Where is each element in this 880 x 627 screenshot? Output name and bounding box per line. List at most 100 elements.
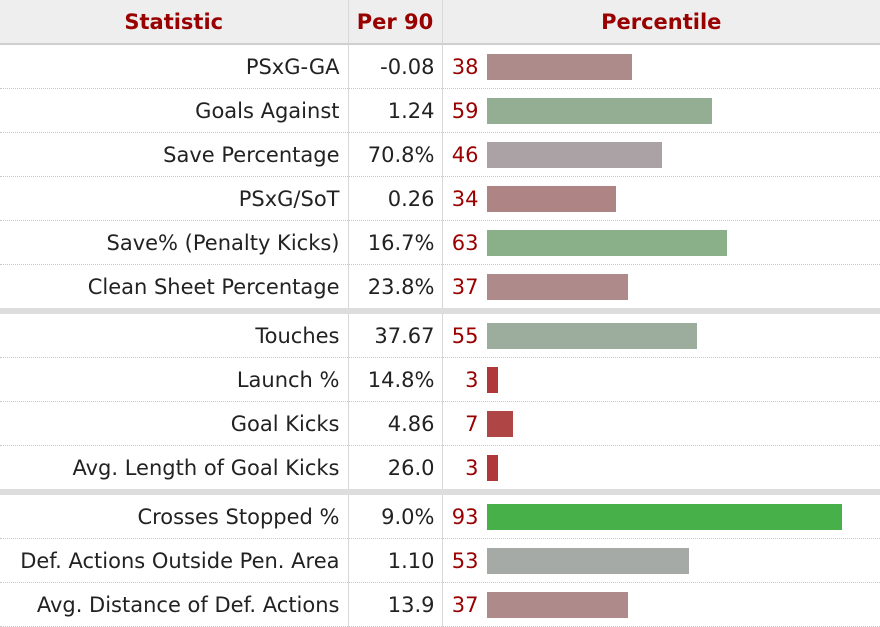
percentile-wrap: 3 — [443, 446, 880, 489]
percentile-wrap: 3 — [443, 358, 880, 401]
percentile-cell: 38 — [442, 44, 880, 89]
percentile-wrap: 93 — [443, 495, 880, 538]
per90-value: 4.86 — [348, 402, 442, 446]
per90-value: 1.10 — [348, 539, 442, 583]
per90-value: 0.26 — [348, 177, 442, 221]
percentile-bar — [487, 230, 728, 256]
percentile-cell: 34 — [442, 177, 880, 221]
stat-name: Goal Kicks — [0, 402, 348, 446]
percentile-track — [487, 455, 880, 481]
percentile-track — [487, 230, 880, 256]
table-header: Statistic Per 90 Percentile — [0, 0, 880, 44]
header-per90[interactable]: Per 90 — [348, 0, 442, 44]
percentile-value: 53 — [443, 549, 487, 573]
percentile-bar — [487, 274, 628, 300]
percentile-value: 37 — [443, 275, 487, 299]
percentile-value: 34 — [443, 187, 487, 211]
percentile-track — [487, 411, 880, 437]
percentile-track — [487, 54, 880, 80]
percentile-wrap: 46 — [443, 133, 880, 176]
percentile-track — [487, 323, 880, 349]
percentile-wrap: 37 — [443, 583, 880, 626]
percentile-value: 7 — [443, 412, 487, 436]
stat-name: Save Percentage — [0, 133, 348, 177]
percentile-value: 63 — [443, 231, 487, 255]
percentile-track — [487, 98, 880, 124]
per90-value: 26.0 — [348, 446, 442, 493]
stat-name: Crosses Stopped % — [0, 492, 348, 539]
percentile-value: 38 — [443, 55, 487, 79]
percentile-wrap: 7 — [443, 402, 880, 445]
percentile-value: 3 — [443, 368, 487, 392]
percentile-value: 59 — [443, 99, 487, 123]
percentile-bar — [487, 142, 663, 168]
per90-value: 9.0% — [348, 492, 442, 539]
stat-name: Launch % — [0, 358, 348, 402]
table-row: Crosses Stopped %9.0%93 — [0, 492, 880, 539]
stat-name: Avg. Length of Goal Kicks — [0, 446, 348, 493]
percentile-track — [487, 274, 880, 300]
percentile-wrap: 59 — [443, 89, 880, 132]
percentile-wrap: 34 — [443, 177, 880, 220]
percentile-bar — [487, 323, 697, 349]
stat-name: Save% (Penalty Kicks) — [0, 221, 348, 265]
table-row: Launch %14.8%3 — [0, 358, 880, 402]
header-statistic[interactable]: Statistic — [0, 0, 348, 44]
percentile-cell: 3 — [442, 446, 880, 493]
stat-name: Def. Actions Outside Pen. Area — [0, 539, 348, 583]
per90-value: -0.08 — [348, 44, 442, 89]
percentile-value: 46 — [443, 143, 487, 167]
percentile-track — [487, 504, 880, 530]
percentile-bar — [487, 98, 712, 124]
percentile-wrap: 37 — [443, 265, 880, 308]
header-percentile[interactable]: Percentile — [442, 0, 880, 44]
per90-value: 70.8% — [348, 133, 442, 177]
table-row: Save% (Penalty Kicks)16.7%63 — [0, 221, 880, 265]
percentile-value: 3 — [443, 456, 487, 480]
percentile-bar — [487, 54, 632, 80]
percentile-value: 55 — [443, 324, 487, 348]
header-row: Statistic Per 90 Percentile — [0, 0, 880, 44]
percentile-bar — [487, 548, 689, 574]
percentile-track — [487, 142, 880, 168]
percentile-bar — [487, 504, 842, 530]
percentile-track — [487, 548, 880, 574]
percentile-track — [487, 367, 880, 393]
stat-name: PSxG-GA — [0, 44, 348, 89]
percentile-wrap: 55 — [443, 314, 880, 357]
percentile-cell: 63 — [442, 221, 880, 265]
percentile-bar — [487, 411, 514, 437]
per90-value: 13.9 — [348, 583, 442, 627]
stat-name: Clean Sheet Percentage — [0, 265, 348, 312]
percentile-cell: 3 — [442, 358, 880, 402]
percentile-bar — [487, 592, 628, 618]
per90-value: 16.7% — [348, 221, 442, 265]
stat-name: Avg. Distance of Def. Actions — [0, 583, 348, 627]
stat-name: Touches — [0, 311, 348, 358]
per90-value: 37.67 — [348, 311, 442, 358]
percentile-cell: 53 — [442, 539, 880, 583]
stat-name: Goals Against — [0, 89, 348, 133]
percentile-cell: 7 — [442, 402, 880, 446]
percentile-wrap: 38 — [443, 45, 880, 88]
percentile-cell: 37 — [442, 583, 880, 627]
per90-value: 14.8% — [348, 358, 442, 402]
percentile-wrap: 53 — [443, 539, 880, 582]
percentile-track — [487, 186, 880, 212]
percentile-cell: 55 — [442, 311, 880, 358]
stat-name: PSxG/SoT — [0, 177, 348, 221]
percentile-cell: 59 — [442, 89, 880, 133]
per90-value: 1.24 — [348, 89, 442, 133]
percentile-bar — [487, 367, 498, 393]
percentile-bar — [487, 455, 498, 481]
